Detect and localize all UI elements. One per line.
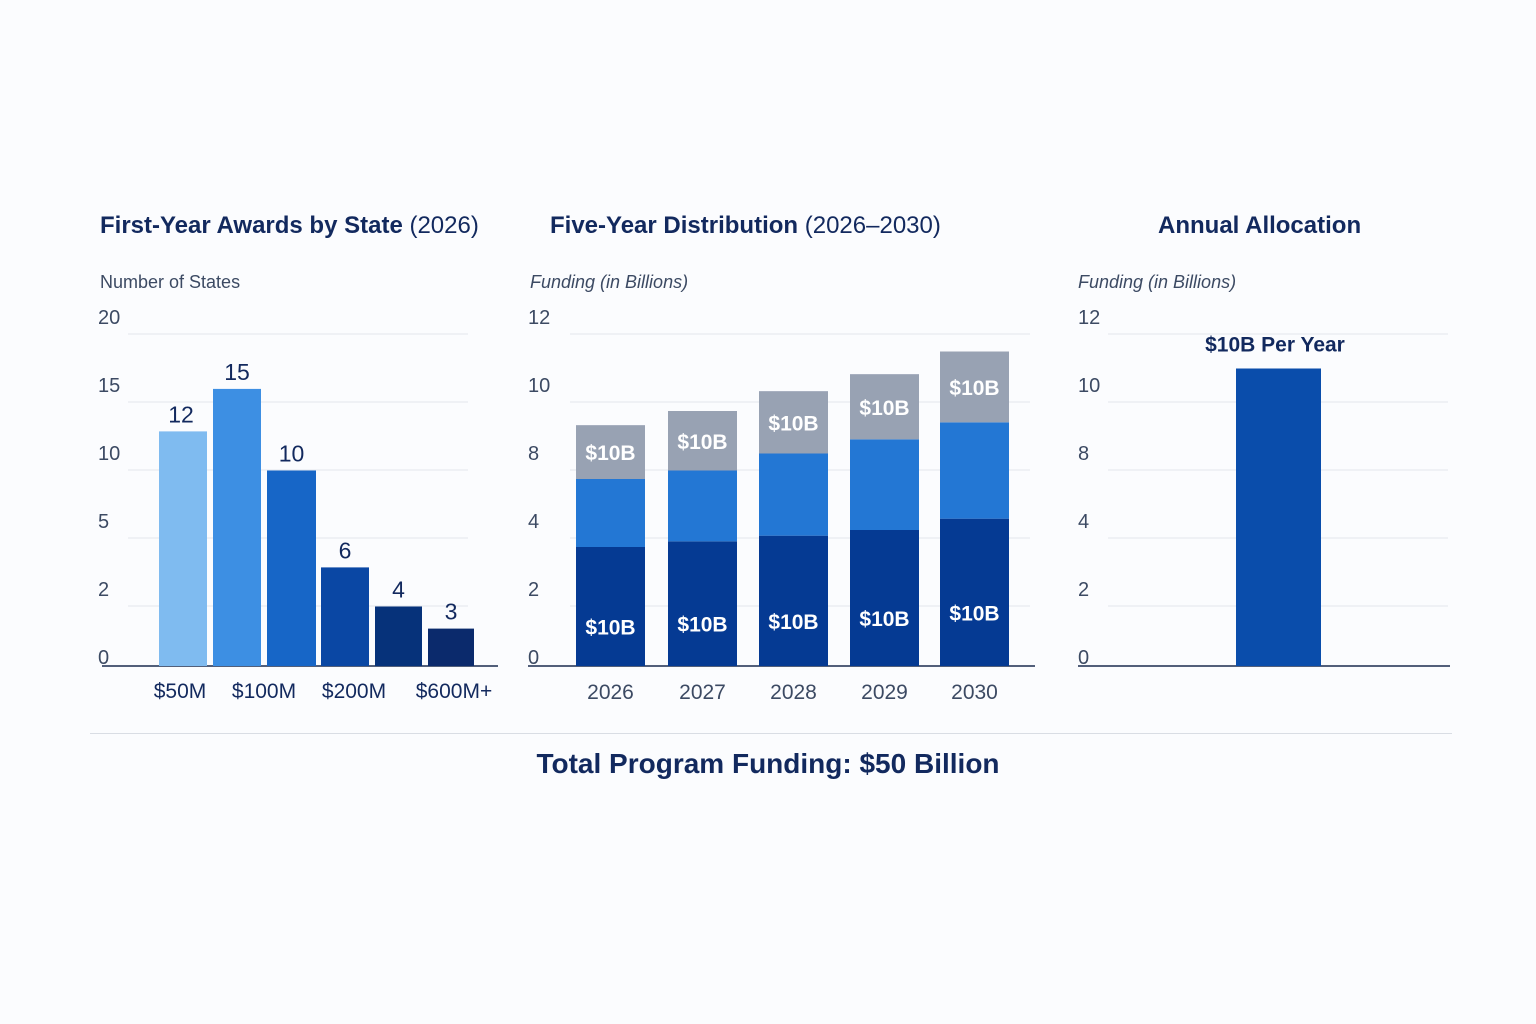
chart2-bar-middle <box>668 470 737 542</box>
chart2-bar-middle <box>850 439 919 530</box>
chart2-xtick-label: 2029 <box>861 681 908 704</box>
chart2-xtick-label: 2030 <box>951 681 998 704</box>
footer-divider <box>90 733 1452 734</box>
chart3-ytick-12: 12 <box>1078 307 1100 329</box>
chart2-segment-label: $10B <box>768 611 818 634</box>
chart1-value-label: 15 <box>224 359 250 385</box>
chart2-ytick-0: 0 <box>528 647 539 669</box>
chart1-value-label: 3 <box>445 599 458 625</box>
chart3-ytick-4: 4 <box>1078 511 1089 533</box>
chart2-xtick-label: 2027 <box>679 681 726 704</box>
chart2-bar-middle <box>940 422 1009 519</box>
chart2-segment-label: $10B <box>585 442 635 465</box>
chart1-ytick-10: 10 <box>98 443 120 465</box>
chart2-bar-base <box>576 547 645 666</box>
chart1-xtick-label: $100M <box>232 680 296 703</box>
chart2-ytick-2: 2 <box>528 579 539 601</box>
chart2-bar-middle <box>576 479 645 547</box>
chart1-title: First-Year Awards by State (2026) <box>100 212 479 239</box>
chart1-ytick-20: 20 <box>98 307 120 329</box>
chart2-bar-top <box>759 391 828 454</box>
chart2-xtick-label: 2026 <box>587 681 634 704</box>
chart2-bar-base <box>850 530 919 666</box>
chart2-bar-middle <box>759 453 828 536</box>
chart2-bar-base <box>940 518 1009 666</box>
chart3-ytick-8: 8 <box>1078 443 1089 465</box>
chart3-ytick-10: 10 <box>1078 375 1100 397</box>
chart2-ytick-8: 8 <box>528 443 539 465</box>
chart2-ytick-12: 12 <box>528 307 550 329</box>
chart1-value-label: 10 <box>279 441 305 467</box>
chart3-ytick-0: 0 <box>1078 647 1089 669</box>
chart2-title-sub: (2026–2030) <box>804 212 941 239</box>
chart2-bar-base <box>668 541 737 666</box>
chart2-five-year-distribution: 12 10 8 4 2 0 $10B $10B 2026 $10B $10B 2027 $10B $10B… <box>528 307 1035 704</box>
chart2-segment-label: $10B <box>949 602 999 625</box>
chart2-title: Five-Year Distribution (2026–2030) <box>550 212 941 239</box>
chart1-value-label: 6 <box>339 537 352 563</box>
chart2-segment-label: $10B <box>949 377 999 400</box>
chart1-bar <box>159 431 207 666</box>
chart2-bar-top <box>576 425 645 479</box>
chart2-bar-top <box>850 374 919 440</box>
chart2-segment-label: $10B <box>677 431 727 454</box>
chart1-ytick-0: 0 <box>98 647 109 669</box>
chart2-ytick-10: 10 <box>528 375 550 397</box>
chart3-title: Annual Allocation <box>1158 212 1362 239</box>
chart2-xtick-label: 2028 <box>770 681 817 704</box>
chart2-segment-label: $10B <box>859 397 909 420</box>
chart1-bar <box>428 628 474 666</box>
chart3-ytick-2: 2 <box>1078 579 1089 601</box>
chart1-xtick-label: $200M <box>322 680 386 703</box>
chart2-bar-top <box>940 351 1009 423</box>
chart1-ytick-5: 5 <box>98 511 109 533</box>
chart1-ytick-15: 15 <box>98 375 120 397</box>
chart1-bar <box>321 567 369 666</box>
chart1-bar <box>267 470 316 666</box>
chart3-bar <box>1236 368 1321 666</box>
chart2-segment-label: $10B <box>585 617 635 640</box>
chart3-annual-allocation: 12 10 8 4 2 0 $10B Per Year <box>1078 307 1450 669</box>
chart1-xtick-label: $600M+ <box>416 680 492 703</box>
chart1-bar <box>375 606 422 666</box>
chart3-ylabel: Funding (in Billions) <box>1078 272 1237 292</box>
chart1-ylabel: Number of States <box>100 272 241 292</box>
chart2-ytick-4: 4 <box>528 511 539 533</box>
chart2-segment-label: $10B <box>677 614 727 637</box>
chart3-annotation: $10B Per Year <box>1205 334 1345 357</box>
chart2-bar-base <box>759 535 828 666</box>
chart1-xtick-label: $50M <box>154 680 207 703</box>
chart2-segment-label: $10B <box>859 608 909 631</box>
total-program-funding: Total Program Funding: $50 Billion <box>536 748 1000 779</box>
chart1-value-label: 12 <box>168 401 194 427</box>
chart1-bar <box>213 388 261 666</box>
chart1-ytick-2: 2 <box>98 579 109 601</box>
chart1-title-sub: (2026) <box>409 212 479 239</box>
chart2-segment-label: $10B <box>768 412 818 435</box>
chart2-bar-top <box>668 411 737 471</box>
chart2-ylabel: Funding (in Billions) <box>530 272 689 292</box>
chart1-value-label: 4 <box>392 577 405 603</box>
